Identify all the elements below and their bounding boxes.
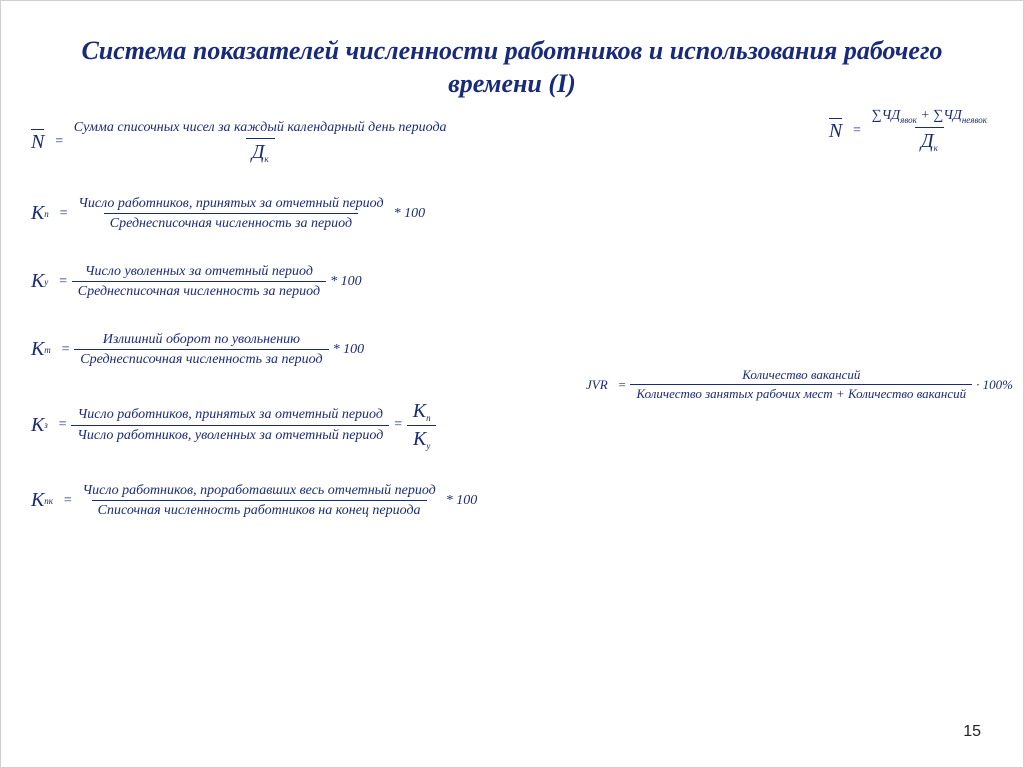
- formula-n-avg-right: N = ∑ЧДявок + ∑ЧДнеявок Дк: [829, 106, 993, 155]
- page-number: 15: [963, 723, 981, 741]
- f6-lhs-main: К: [31, 489, 44, 512]
- f5-rden-main: К: [413, 428, 426, 450]
- f5-rnum-sub: п: [426, 412, 431, 422]
- formula-n-avg: N = Сумма списочных чисел за каждый кале…: [31, 118, 453, 166]
- formula-k-replace: Кз = Число работников, принятых за отчет…: [31, 398, 437, 453]
- formula-jvr: JVR = Количество вакансий Количество зан…: [586, 366, 1013, 404]
- f1-den-sub: к: [264, 153, 268, 163]
- formula-k-turnover: Кт = Излишний оборот по увольнению Средн…: [31, 330, 364, 370]
- formula-k-fired: Ку = Число уволенных за отчетный период …: [31, 262, 362, 302]
- f1-numerator: Сумма списочных чисел за каждый календар…: [68, 118, 453, 138]
- formula-area: N = Сумма списочных чисел за каждый кале…: [1, 112, 1023, 521]
- f4-den: Среднесписочная численность за период: [74, 349, 328, 370]
- f5-den: Число работников, уволенных за отчетный …: [71, 425, 389, 446]
- f5-rden-sub: у: [426, 440, 430, 450]
- f2-den: Среднесписочная численность за период: [104, 213, 358, 234]
- f5-lhs-main: К: [31, 414, 44, 437]
- f4-lhs-sub: т: [44, 345, 51, 355]
- f2-num: Число работников, принятых за отчетный п…: [72, 194, 389, 214]
- f6-lhs-sub: пк: [44, 496, 53, 506]
- f3-den: Среднесписочная численность за период: [72, 281, 326, 302]
- f2-lhs-sub: п: [44, 209, 49, 219]
- f6-den: Списочная численность работников на коне…: [92, 500, 427, 521]
- f2-lhs-main: К: [31, 202, 44, 225]
- f5-lhs-sub: з: [44, 420, 48, 430]
- symbol-n-bar: N: [31, 129, 44, 154]
- f5-num: Число работников, принятых за отчетный п…: [72, 405, 389, 425]
- f3-lhs-sub: у: [44, 277, 48, 287]
- formula-k-const: Кпк = Число работников, проработавших ве…: [31, 481, 477, 521]
- f1-den-main: Д: [252, 141, 265, 163]
- jvr-den: Количество занятых рабочих мест + Количе…: [630, 384, 972, 403]
- page-title: Система показателей численности работник…: [1, 1, 1023, 112]
- f3-tail: * 100: [330, 274, 362, 290]
- formula-k-hired: Кп = Число работников, принятых за отчет…: [31, 194, 425, 234]
- f1r-den-sub: к: [934, 143, 938, 153]
- f3-lhs-main: К: [31, 270, 44, 293]
- f6-num: Число работников, проработавших весь отч…: [76, 481, 441, 501]
- f4-lhs-main: К: [31, 338, 44, 361]
- f2-tail: * 100: [394, 206, 426, 222]
- f4-tail: * 100: [333, 342, 365, 358]
- jvr-lhs: JVR: [586, 377, 608, 393]
- jvr-num: Количество вакансий: [736, 366, 866, 384]
- f5-rnum-main: К: [413, 400, 426, 422]
- f3-num: Число уволенных за отчетный период: [79, 262, 319, 282]
- f1r-numerator: ∑ЧДявок + ∑ЧДнеявок: [866, 106, 993, 127]
- symbol-n-bar-2: N: [829, 118, 842, 143]
- f6-tail: * 100: [446, 493, 478, 509]
- f1r-den-main: Д: [921, 130, 934, 152]
- f4-num: Излишний оборот по увольнению: [97, 330, 306, 350]
- jvr-tail: · 100%: [976, 377, 1013, 393]
